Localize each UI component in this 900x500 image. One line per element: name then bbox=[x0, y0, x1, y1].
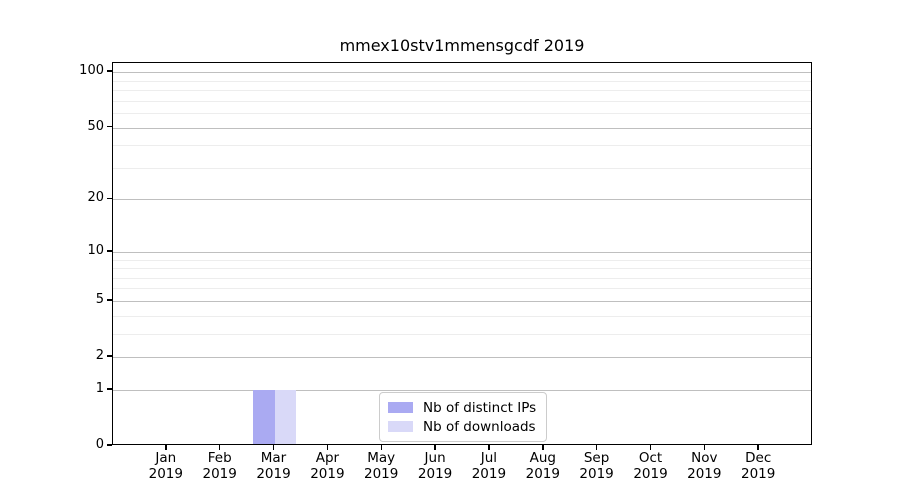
x-tick-label-2: Mar 2019 bbox=[256, 450, 291, 482]
x-tick-label-4: May 2019 bbox=[364, 450, 399, 482]
x-tick-label-3: Apr 2019 bbox=[310, 450, 345, 482]
legend-label-distinct-ips: Nb of distinct IPs bbox=[423, 399, 537, 416]
x-tick-label-6: Jul 2019 bbox=[471, 450, 507, 482]
x-tick-mark-1 bbox=[218, 445, 221, 450]
major-gridline-20 bbox=[113, 199, 811, 201]
minor-gridline-80 bbox=[113, 90, 811, 91]
minor-gridline-40 bbox=[113, 145, 811, 147]
x-tick-label-1: Feb 2019 bbox=[202, 450, 237, 482]
minor-gridline-4 bbox=[113, 315, 811, 317]
bar-downloads-mar-2019 bbox=[274, 389, 296, 445]
x-tick-mark-0 bbox=[165, 445, 167, 450]
x-tick-mark-2 bbox=[272, 445, 275, 450]
major-gridline-5 bbox=[113, 300, 811, 302]
minor-gridline-90 bbox=[113, 80, 811, 82]
x-tick-mark-10 bbox=[703, 445, 706, 450]
x-tick-mark-9 bbox=[649, 445, 652, 450]
minor-gridline-7 bbox=[113, 277, 811, 279]
x-tick-mark-6 bbox=[488, 445, 490, 450]
y-tick-mark-100 bbox=[107, 70, 112, 72]
y-tick-label-100: 100 bbox=[79, 63, 104, 79]
major-gridline-2 bbox=[113, 357, 811, 358]
minor-gridline-8 bbox=[113, 268, 811, 269]
y-tick-mark-2 bbox=[107, 355, 112, 357]
y-tick-mark-10 bbox=[107, 250, 112, 252]
x-tick-mark-7 bbox=[542, 445, 544, 450]
y-tick-mark-20 bbox=[107, 197, 112, 200]
y-tick-mark-5 bbox=[107, 299, 112, 301]
x-tick-label-8: Sep 2019 bbox=[579, 450, 614, 482]
minor-gridline-70 bbox=[113, 100, 811, 102]
plot-area: Nb of distinct IPs Nb of downloads bbox=[112, 62, 812, 445]
x-tick-label-11: Dec 2019 bbox=[741, 450, 776, 482]
minor-gridline-30 bbox=[113, 167, 811, 169]
major-gridline-1 bbox=[113, 389, 811, 391]
x-tick-label-5: Jun 2019 bbox=[417, 450, 453, 482]
legend-swatch-distinct-ips-icon bbox=[388, 402, 413, 413]
x-tick-mark-4 bbox=[380, 445, 382, 450]
y-tick-label-0: 0 bbox=[95, 437, 104, 452]
y-tick-mark-0 bbox=[107, 444, 112, 446]
major-gridline-10 bbox=[113, 251, 811, 253]
x-tick-label-9: Oct 2019 bbox=[633, 450, 668, 482]
minor-gridline-6 bbox=[113, 288, 811, 290]
y-tick-label-20: 20 bbox=[87, 190, 104, 206]
major-gridline-100 bbox=[113, 72, 811, 74]
minor-gridline-9 bbox=[113, 259, 811, 261]
y-tick-label-10: 10 bbox=[87, 242, 104, 258]
x-tick-mark-8 bbox=[595, 445, 598, 450]
chart-title: mmex10stv1mmensgcdf 2019 bbox=[339, 36, 585, 55]
minor-gridline-3 bbox=[113, 333, 811, 335]
x-tick-mark-3 bbox=[326, 445, 329, 450]
legend-swatch-downloads-icon bbox=[388, 421, 413, 432]
legend-item-distinct-ips: Nb of distinct IPs bbox=[388, 398, 538, 417]
x-tick-label-7: Aug 2019 bbox=[525, 450, 560, 482]
x-tick-mark-5 bbox=[434, 445, 436, 450]
bar-distinct-ips-mar-2019 bbox=[253, 389, 275, 445]
minor-gridline-60 bbox=[113, 112, 811, 114]
y-tick-label-5: 5 bbox=[95, 291, 104, 307]
y-tick-label-2: 2 bbox=[95, 348, 104, 363]
y-tick-mark-50 bbox=[107, 125, 112, 128]
legend: Nb of distinct IPs Nb of downloads bbox=[379, 392, 547, 442]
x-tick-mark-11 bbox=[757, 445, 759, 450]
major-gridline-50 bbox=[113, 127, 811, 129]
legend-item-downloads: Nb of downloads bbox=[388, 417, 538, 436]
x-tick-label-0: Jan 2019 bbox=[148, 450, 183, 482]
y-tick-label-50: 50 bbox=[87, 118, 104, 134]
legend-label-downloads: Nb of downloads bbox=[423, 418, 536, 435]
x-tick-label-10: Nov 2019 bbox=[687, 450, 722, 482]
y-tick-label-1: 1 bbox=[95, 380, 104, 396]
y-tick-mark-1 bbox=[107, 388, 112, 390]
